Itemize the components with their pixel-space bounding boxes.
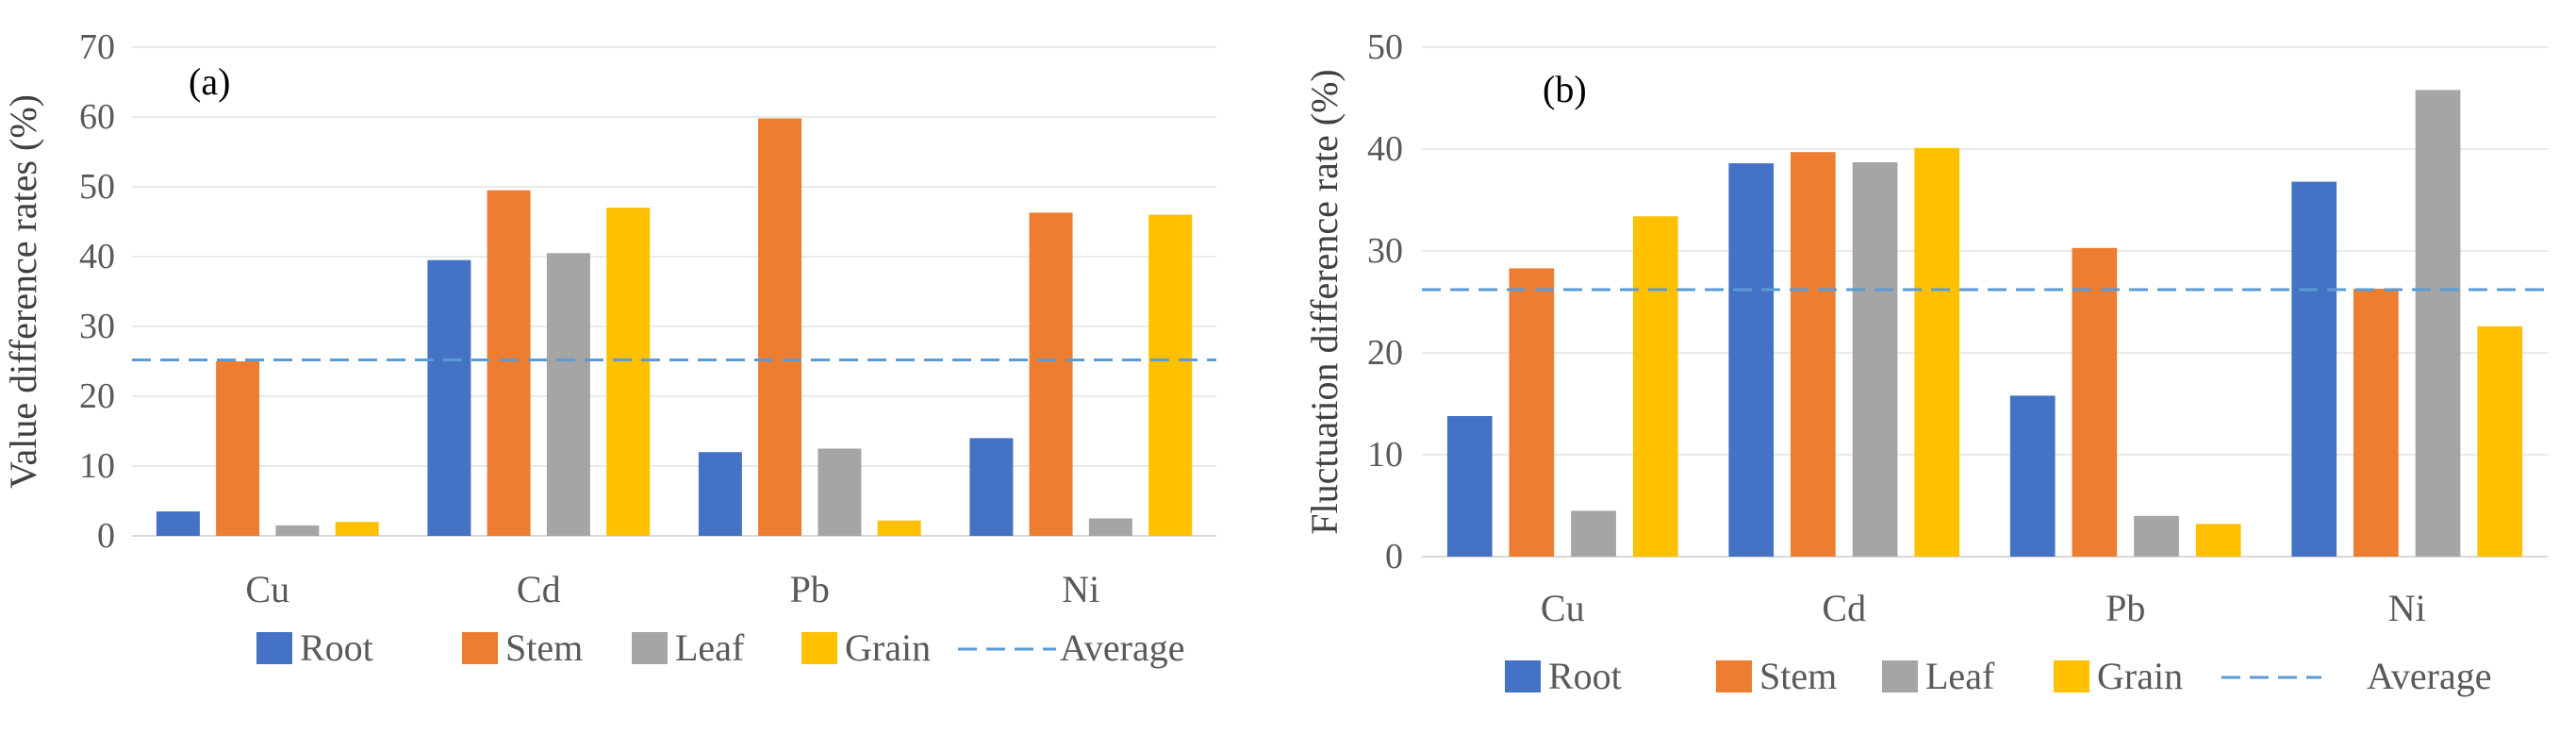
legend-swatch-leaf (1882, 660, 1918, 692)
bar-grain-cd (1914, 147, 1960, 557)
category-label: Cu (1541, 587, 1585, 629)
y-tick-label: 20 (79, 376, 115, 416)
bar-leaf-pb (2134, 515, 2179, 557)
bar-stem-cu (1509, 268, 1555, 557)
bar-grain-cu (335, 522, 379, 536)
legend-swatch-stem (1716, 660, 1752, 692)
y-tick-label: 60 (79, 97, 115, 137)
bar-root-cd (427, 259, 471, 536)
bar-stem-pb (2072, 247, 2118, 557)
legend-label-leaf: Leaf (675, 626, 745, 669)
bar-leaf-cu (1571, 510, 1616, 557)
legend: Root Stem Leaf Grain Average (256, 626, 1185, 669)
bar-stem-ni (1029, 212, 1073, 536)
bar-root-ni (969, 438, 1014, 536)
y-axis-label: Fluctuation difference rate (%) (1303, 69, 1346, 534)
y-tick-label: 40 (1367, 129, 1403, 169)
legend-swatch-leaf (632, 632, 668, 664)
chart-panel-b: 0 10 20 30 40 50 Cu Cd Pb Ni Fluctuation differenc… (1303, 27, 2548, 697)
legend-label-grain: Grain (2097, 655, 2183, 697)
bar-stem-pb (758, 118, 802, 536)
y-tick-label: 70 (79, 27, 115, 67)
bar-grain-ni (2477, 325, 2523, 557)
y-tick-label: 0 (1385, 537, 1403, 576)
category-label: Cd (1822, 587, 1866, 629)
legend-label-stem: Stem (1759, 655, 1837, 697)
bar-stem-ni (2353, 289, 2399, 557)
bar-root-cu (1446, 416, 1493, 557)
bar-root-pb (2009, 395, 2056, 557)
y-tick-label: 30 (79, 307, 115, 346)
legend-label-average: Average (2367, 655, 2492, 697)
legend-label-root: Root (300, 626, 373, 669)
bar-stem-cd (1791, 152, 1836, 557)
bar-root-cd (1728, 163, 1775, 557)
chart-panel-a: 0 10 20 30 40 50 60 70 Cu Cd Pb Ni Value difference … (2, 27, 1216, 669)
bar-grain-cd (606, 208, 651, 536)
bar-root-ni (2291, 181, 2337, 557)
legend-label-stem: Stem (505, 626, 583, 669)
category-label: Ni (2388, 587, 2426, 629)
y-tick-label: 20 (1367, 333, 1403, 373)
category-label: Pb (790, 568, 830, 610)
legend-swatch-stem (462, 632, 498, 664)
bar-leaf-pb (817, 448, 862, 536)
y-tick-label: 30 (1367, 231, 1403, 271)
bar-grain-pb (2195, 524, 2241, 557)
bar-grain-pb (877, 520, 921, 536)
legend-swatch-grain (801, 632, 837, 664)
y-tick-label: 10 (79, 446, 115, 486)
legend-label-average: Average (1060, 626, 1185, 669)
legend-swatch-root (256, 632, 292, 664)
bar-leaf-ni (2415, 90, 2461, 558)
y-tick-label: 50 (79, 167, 115, 207)
legend-label-root: Root (1548, 655, 1622, 697)
category-label: Pb (2105, 587, 2145, 629)
category-label: Ni (1062, 568, 1099, 610)
y-axis-label: Value difference rates (%) (2, 94, 44, 489)
legend-swatch-grain (2054, 660, 2089, 692)
legend: Root Stem Leaf Grain Average (1505, 655, 2492, 697)
bar-leaf-ni (1088, 518, 1132, 536)
bar-root-pb (698, 452, 742, 536)
category-label: Cu (245, 568, 289, 610)
bar-stem-cu (216, 361, 260, 536)
legend-label-leaf: Leaf (1925, 655, 1995, 697)
bar-leaf-cd (1852, 162, 1898, 557)
bar-root-cu (156, 511, 200, 536)
y-tick-label: 40 (79, 237, 115, 276)
bar-stem-cd (487, 190, 531, 536)
legend-swatch-root (1505, 660, 1541, 692)
panel-label: (a) (189, 60, 230, 103)
bar-leaf-cu (275, 525, 320, 536)
bar-leaf-cd (546, 253, 590, 536)
y-tick-label: 0 (97, 516, 115, 556)
bar-grain-cu (1632, 216, 1678, 558)
panel-label: (b) (1543, 68, 1587, 110)
bar-grain-ni (1148, 214, 1193, 536)
y-tick-label: 10 (1367, 435, 1403, 475)
category-label: Cd (517, 568, 561, 610)
y-tick-label: 50 (1367, 27, 1403, 67)
legend-label-grain: Grain (845, 626, 931, 669)
